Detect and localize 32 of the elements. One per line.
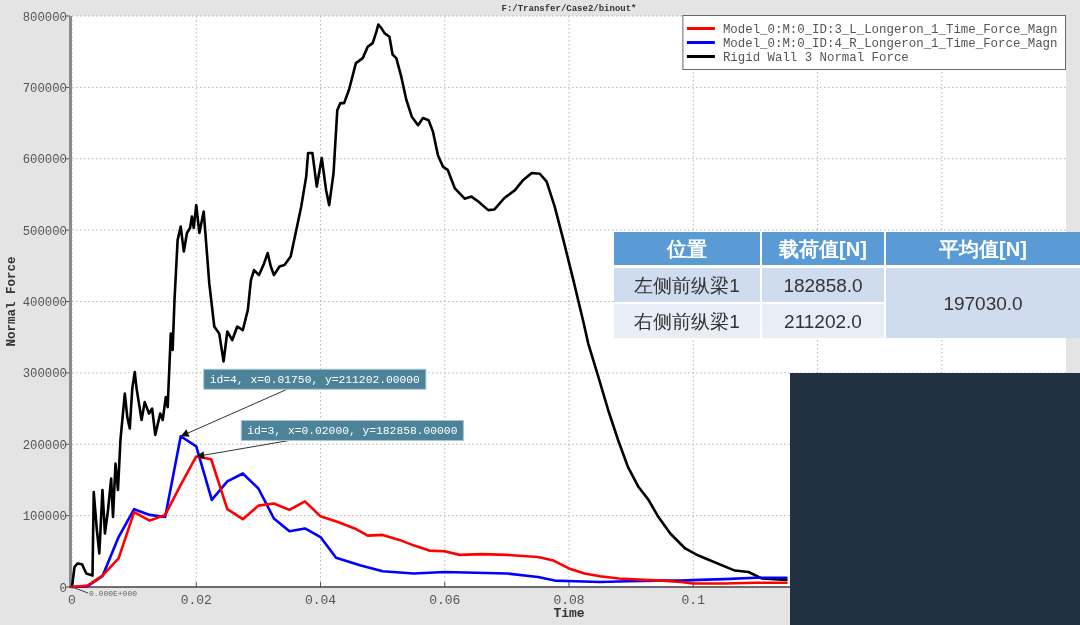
y-tick-label: 700000: [22, 81, 67, 96]
text: 211202.0: [784, 311, 862, 332]
y-tick-label: 0: [59, 581, 67, 596]
x-tick-label: 0.02: [180, 593, 212, 608]
chart-title: F:/Transfer/Case2/binout*: [501, 4, 637, 14]
x-tick-label: 0.1: [681, 593, 706, 608]
text: 182858.0: [783, 275, 863, 296]
y-tick-label: 500000: [22, 224, 67, 239]
category-label: 平均值[N]: [938, 237, 1027, 260]
x-tick-label: 0.04: [304, 593, 337, 608]
category-label: 左侧前纵梁1: [634, 275, 740, 296]
category-label: 载荷值[N]: [778, 237, 867, 260]
y-tick-label: 600000: [22, 153, 67, 168]
annotation: id=3, x=0.02000, y=182858.00000: [247, 425, 458, 438]
text: 位置: [666, 237, 707, 260]
y-tick-label: 800000: [22, 10, 67, 25]
annotation: 0.000E+000: [89, 589, 138, 598]
x-tick-label: 0.06: [429, 593, 461, 608]
annotation: id=4, x=0.01750, y=211202.00000: [209, 374, 421, 387]
y-tick-label: 300000: [22, 367, 67, 382]
annotation: id=3, x=0.02000, y=182858.00000: [195, 420, 464, 460]
legend-label: Model_0:M:0_ID:3_L_Longeron_1_Time_Force_Magn: [722, 22, 1058, 37]
x-axis-title: Time: [553, 606, 585, 621]
y-axis-title: Normal Force: [5, 256, 19, 347]
y-tick-label: 400000: [22, 296, 67, 310]
category-label: 右侧前纵梁1: [634, 311, 740, 332]
x-tick-label: 0.08: [553, 593, 585, 608]
legend-label: Model_0:M:0_ID:4_R_Longeron_1_Time_Force_Magn: [722, 36, 1058, 51]
y-tick-label: 100000: [22, 510, 67, 525]
text: 197030.0: [943, 293, 1023, 314]
legend-label: Rigid Wall 3 Normal Force: [722, 50, 909, 65]
y-tick-label: 200000: [22, 438, 67, 453]
